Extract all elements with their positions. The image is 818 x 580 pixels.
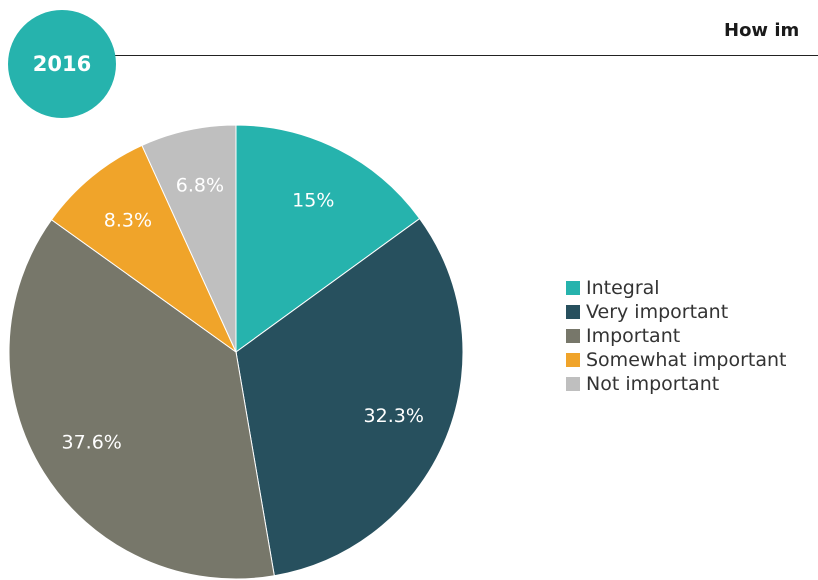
chart-title: How im [724,20,800,41]
data-label-important: 37.6% [62,431,122,453]
pie-slice-not-important [141,124,237,353]
pie-slice-very-important [235,217,464,577]
legend-swatch [566,377,580,391]
legend: Integral Very important Important Somewhat … [566,276,786,396]
legend-label: Integral [586,277,660,299]
legend-item-very-important: Very important [566,300,786,324]
legend-label: Not important [586,373,720,395]
legend-swatch [566,305,580,319]
legend-label: Important [586,325,681,347]
legend-swatch [566,281,580,295]
data-label-not-important: 6.8% [176,175,224,197]
legend-item-important: Important [566,324,786,348]
data-label-somewhat-important: 8.3% [104,209,152,231]
legend-label: Very important [586,301,729,323]
year-badge: 2016 [8,10,116,118]
pie-slices [8,124,464,580]
pie-slice-integral [235,124,421,353]
pie-slice-somewhat-important [50,144,238,354]
legend-swatch [566,329,580,343]
legend-swatch [566,353,580,367]
legend-label: Somewhat important [586,349,787,371]
legend-item-not-important: Not important [566,372,786,396]
legend-item-somewhat-important: Somewhat important [566,348,786,372]
legend-item-integral: Integral [566,276,786,300]
pie-slice-important [8,219,275,580]
pie-data-labels: 15% 32.3% 37.6% 8.3% 6.8% [62,175,424,454]
data-label-integral: 15% [292,189,334,211]
data-label-very-important: 32.3% [364,405,424,427]
header-divider [112,55,818,56]
